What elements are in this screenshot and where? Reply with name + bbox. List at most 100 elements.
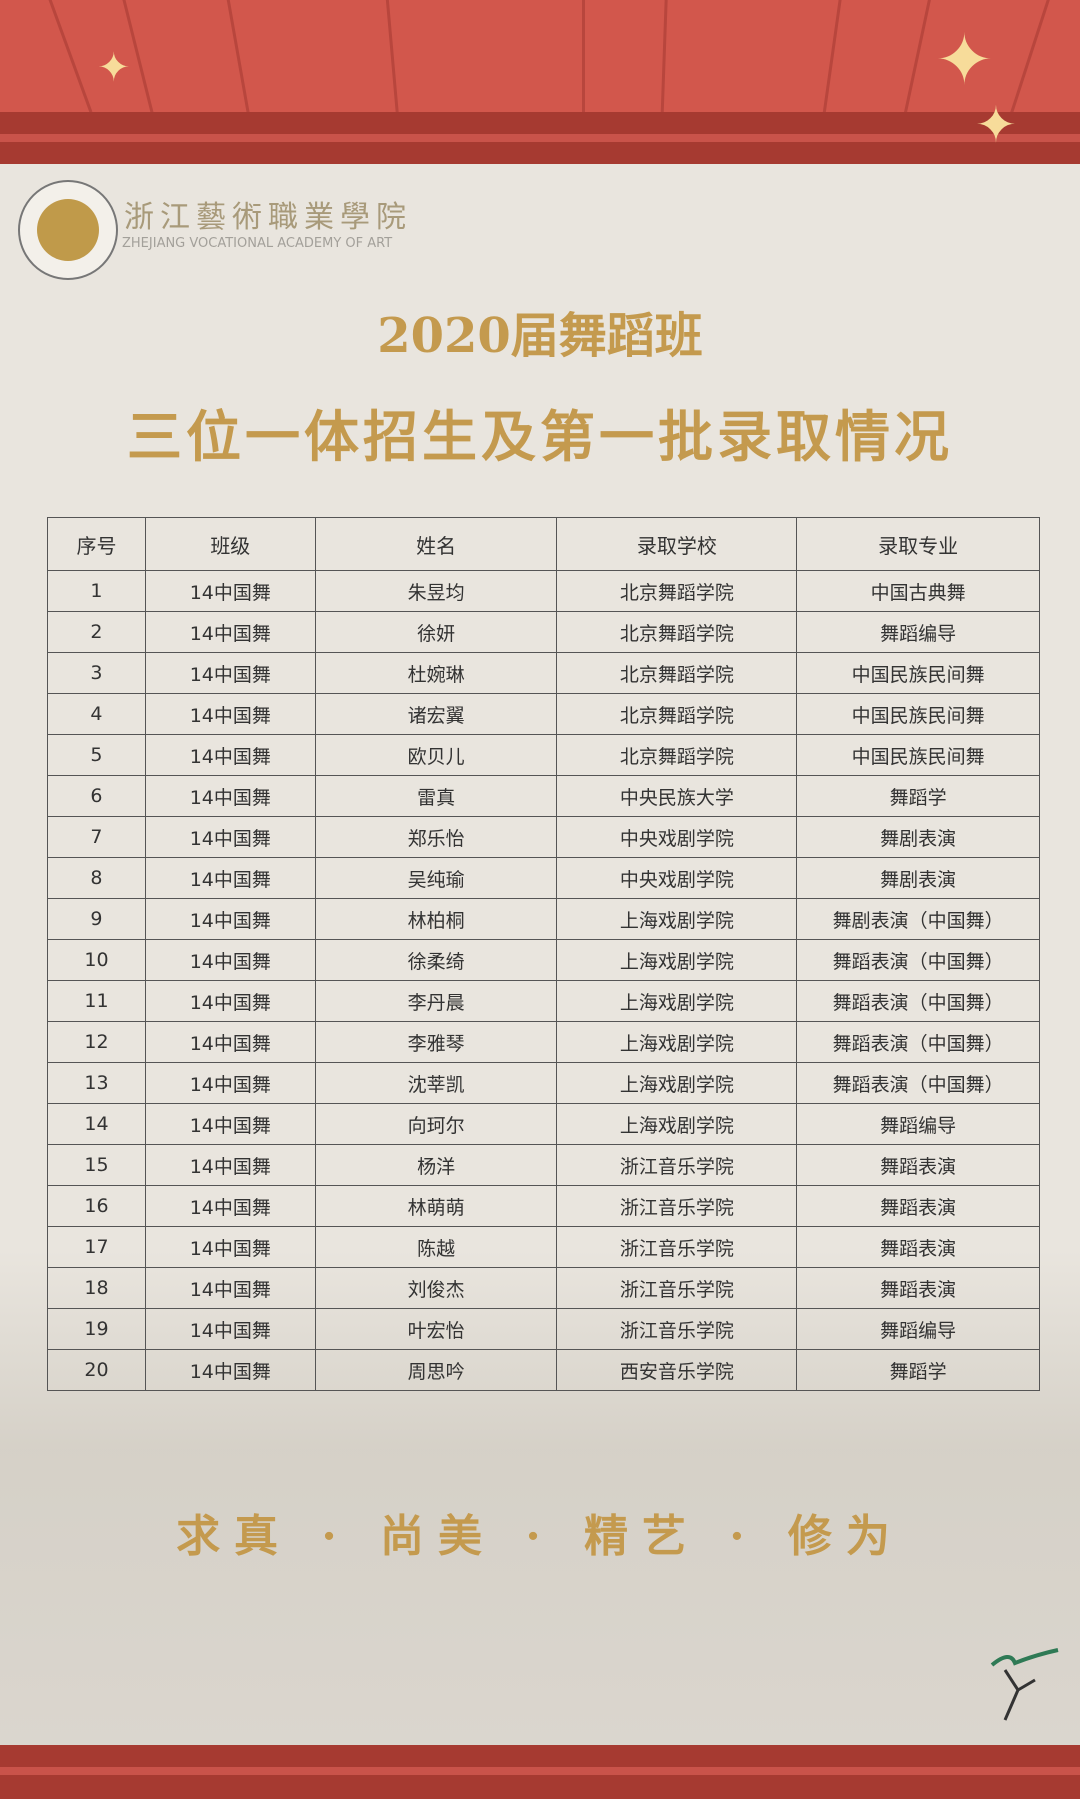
table-row: 14 14中国舞 向珂尔 上海戏剧学院 舞蹈编导 [47, 1103, 1040, 1145]
table-cell: 北京舞蹈学院 [556, 611, 798, 653]
bottom-band [0, 1745, 1080, 1799]
table-cell: 14中国舞 [144, 1308, 316, 1350]
column-header: 姓名 [314, 517, 558, 571]
table-cell: 上海戏剧学院 [556, 898, 798, 940]
table-cell: 14中国舞 [144, 652, 316, 694]
table-cell: 舞蹈表演 [796, 1185, 1040, 1227]
table-row: 7 14中国舞 郑乐怡 中央戏剧学院 舞剧表演 [47, 816, 1040, 858]
table-cell: 14中国舞 [144, 1062, 316, 1104]
dancer-brush-icon [990, 1648, 1059, 1721]
sparkle-icon: ✦ [97, 45, 131, 91]
table-cell: 李丹晨 [314, 980, 558, 1022]
table-cell: 14 [47, 1103, 146, 1145]
table-cell: 中央戏剧学院 [556, 857, 798, 899]
table-cell: 5 [47, 734, 146, 776]
table-cell: 17 [47, 1226, 146, 1268]
table-cell: 舞蹈表演（中国舞） [796, 1021, 1040, 1063]
table-cell: 舞剧表演（中国舞） [796, 898, 1040, 940]
table-cell: 李雅琴 [314, 1021, 558, 1063]
table-cell: 北京舞蹈学院 [556, 693, 798, 735]
table-cell: 郑乐怡 [314, 816, 558, 858]
table-cell: 杨洋 [314, 1144, 558, 1186]
table-cell: 14中国舞 [144, 693, 316, 735]
table-cell: 20 [47, 1349, 146, 1391]
table-row: 10 14中国舞 徐柔绮 上海戏剧学院 舞蹈表演（中国舞） [47, 939, 1040, 981]
table-cell: 浙江音乐学院 [556, 1144, 798, 1186]
table-cell: 11 [47, 980, 146, 1022]
table-cell: 浙江音乐学院 [556, 1267, 798, 1309]
column-header: 录取专业 [796, 517, 1040, 571]
table-cell: 浙江音乐学院 [556, 1308, 798, 1350]
table-cell: 14中国舞 [144, 1144, 316, 1186]
table-cell: 陈越 [314, 1226, 558, 1268]
table-row: 17 14中国舞 陈越 浙江音乐学院 舞蹈表演 [47, 1226, 1040, 1268]
school-logo [18, 180, 118, 280]
table-cell: 舞蹈编导 [796, 611, 1040, 653]
table-cell: 上海戏剧学院 [556, 1021, 798, 1063]
table-cell: 北京舞蹈学院 [556, 570, 798, 612]
table-cell: 浙江音乐学院 [556, 1185, 798, 1227]
table-cell: 14中国舞 [144, 1267, 316, 1309]
table-cell: 朱昱均 [314, 570, 558, 612]
table-cell: 林柏桐 [314, 898, 558, 940]
table-cell: 14中国舞 [144, 611, 316, 653]
table-cell: 上海戏剧学院 [556, 980, 798, 1022]
table-cell: 舞剧表演 [796, 857, 1040, 899]
table-row: 8 14中国舞 吴纯瑜 中央戏剧学院 舞剧表演 [47, 857, 1040, 899]
table-cell: 欧贝儿 [314, 734, 558, 776]
table-cell: 7 [47, 816, 146, 858]
table-cell: 浙江音乐学院 [556, 1226, 798, 1268]
table-cell: 上海戏剧学院 [556, 1062, 798, 1104]
table-cell: 18 [47, 1267, 146, 1309]
table-cell: 14中国舞 [144, 939, 316, 981]
table-cell: 6 [47, 775, 146, 817]
table-cell: 北京舞蹈学院 [556, 652, 798, 694]
table-row: 16 14中国舞 林萌萌 浙江音乐学院 舞蹈表演 [47, 1185, 1040, 1227]
table-cell: 14中国舞 [144, 570, 316, 612]
table-cell: 雷真 [314, 775, 558, 817]
table-cell: 沈莘凯 [314, 1062, 558, 1104]
table-cell: 中国民族民间舞 [796, 652, 1040, 694]
table-cell: 吴纯瑜 [314, 857, 558, 899]
table-row: 3 14中国舞 杜婉琳 北京舞蹈学院 中国民族民间舞 [47, 652, 1040, 694]
sparkle-icon: ✦ [935, 19, 994, 101]
table-row: 18 14中国舞 刘俊杰 浙江音乐学院 舞蹈表演 [47, 1267, 1040, 1309]
table-cell: 14中国舞 [144, 816, 316, 858]
table-cell: 上海戏剧学院 [556, 1103, 798, 1145]
table-row: 9 14中国舞 林柏桐 上海戏剧学院 舞剧表演（中国舞） [47, 898, 1040, 940]
table-cell: 舞蹈编导 [796, 1103, 1040, 1145]
table-cell: 舞蹈表演（中国舞） [796, 980, 1040, 1022]
table-cell: 14中国舞 [144, 1021, 316, 1063]
table-cell: 叶宏怡 [314, 1308, 558, 1350]
table-cell: 舞蹈表演（中国舞） [796, 939, 1040, 981]
table-cell: 舞蹈编导 [796, 1308, 1040, 1350]
top-banner [0, 0, 1080, 112]
motto: 求真 · 尚美 · 精艺 · 修为 [176, 1511, 904, 1562]
table-cell: 16 [47, 1185, 146, 1227]
table-row: 19 14中国舞 叶宏怡 浙江音乐学院 舞蹈编导 [47, 1308, 1040, 1350]
table-cell: 14中国舞 [144, 898, 316, 940]
table-cell: 中央民族大学 [556, 775, 798, 817]
table-cell: 徐妍 [314, 611, 558, 653]
table-cell: 上海戏剧学院 [556, 939, 798, 981]
table-cell: 19 [47, 1308, 146, 1350]
table-cell: 4 [47, 693, 146, 735]
table-row: 5 14中国舞 欧贝儿 北京舞蹈学院 中国民族民间舞 [47, 734, 1040, 776]
table-cell: 14中国舞 [144, 734, 316, 776]
table-row: 12 14中国舞 李雅琴 上海戏剧学院 舞蹈表演（中国舞） [47, 1021, 1040, 1063]
table-row: 11 14中国舞 李丹晨 上海戏剧学院 舞蹈表演（中国舞） [47, 980, 1040, 1022]
table-cell: 10 [47, 939, 146, 981]
table-cell: 舞蹈表演 [796, 1267, 1040, 1309]
table-cell: 14中国舞 [144, 857, 316, 899]
school-name-cn: 浙江藝術職業學院 [124, 200, 412, 235]
table-cell: 14中国舞 [144, 775, 316, 817]
table-cell: 舞蹈表演 [796, 1144, 1040, 1186]
table-cell: 14中国舞 [144, 1103, 316, 1145]
table-cell: 14中国舞 [144, 1349, 316, 1391]
dancer-emblem-icon [37, 199, 99, 261]
table-cell: 诸宏翼 [314, 693, 558, 735]
table-row: 6 14中国舞 雷真 中央民族大学 舞蹈学 [47, 775, 1040, 817]
table-cell: 14中国舞 [144, 1185, 316, 1227]
column-header: 录取学校 [556, 517, 798, 571]
table-cell: 13 [47, 1062, 146, 1104]
